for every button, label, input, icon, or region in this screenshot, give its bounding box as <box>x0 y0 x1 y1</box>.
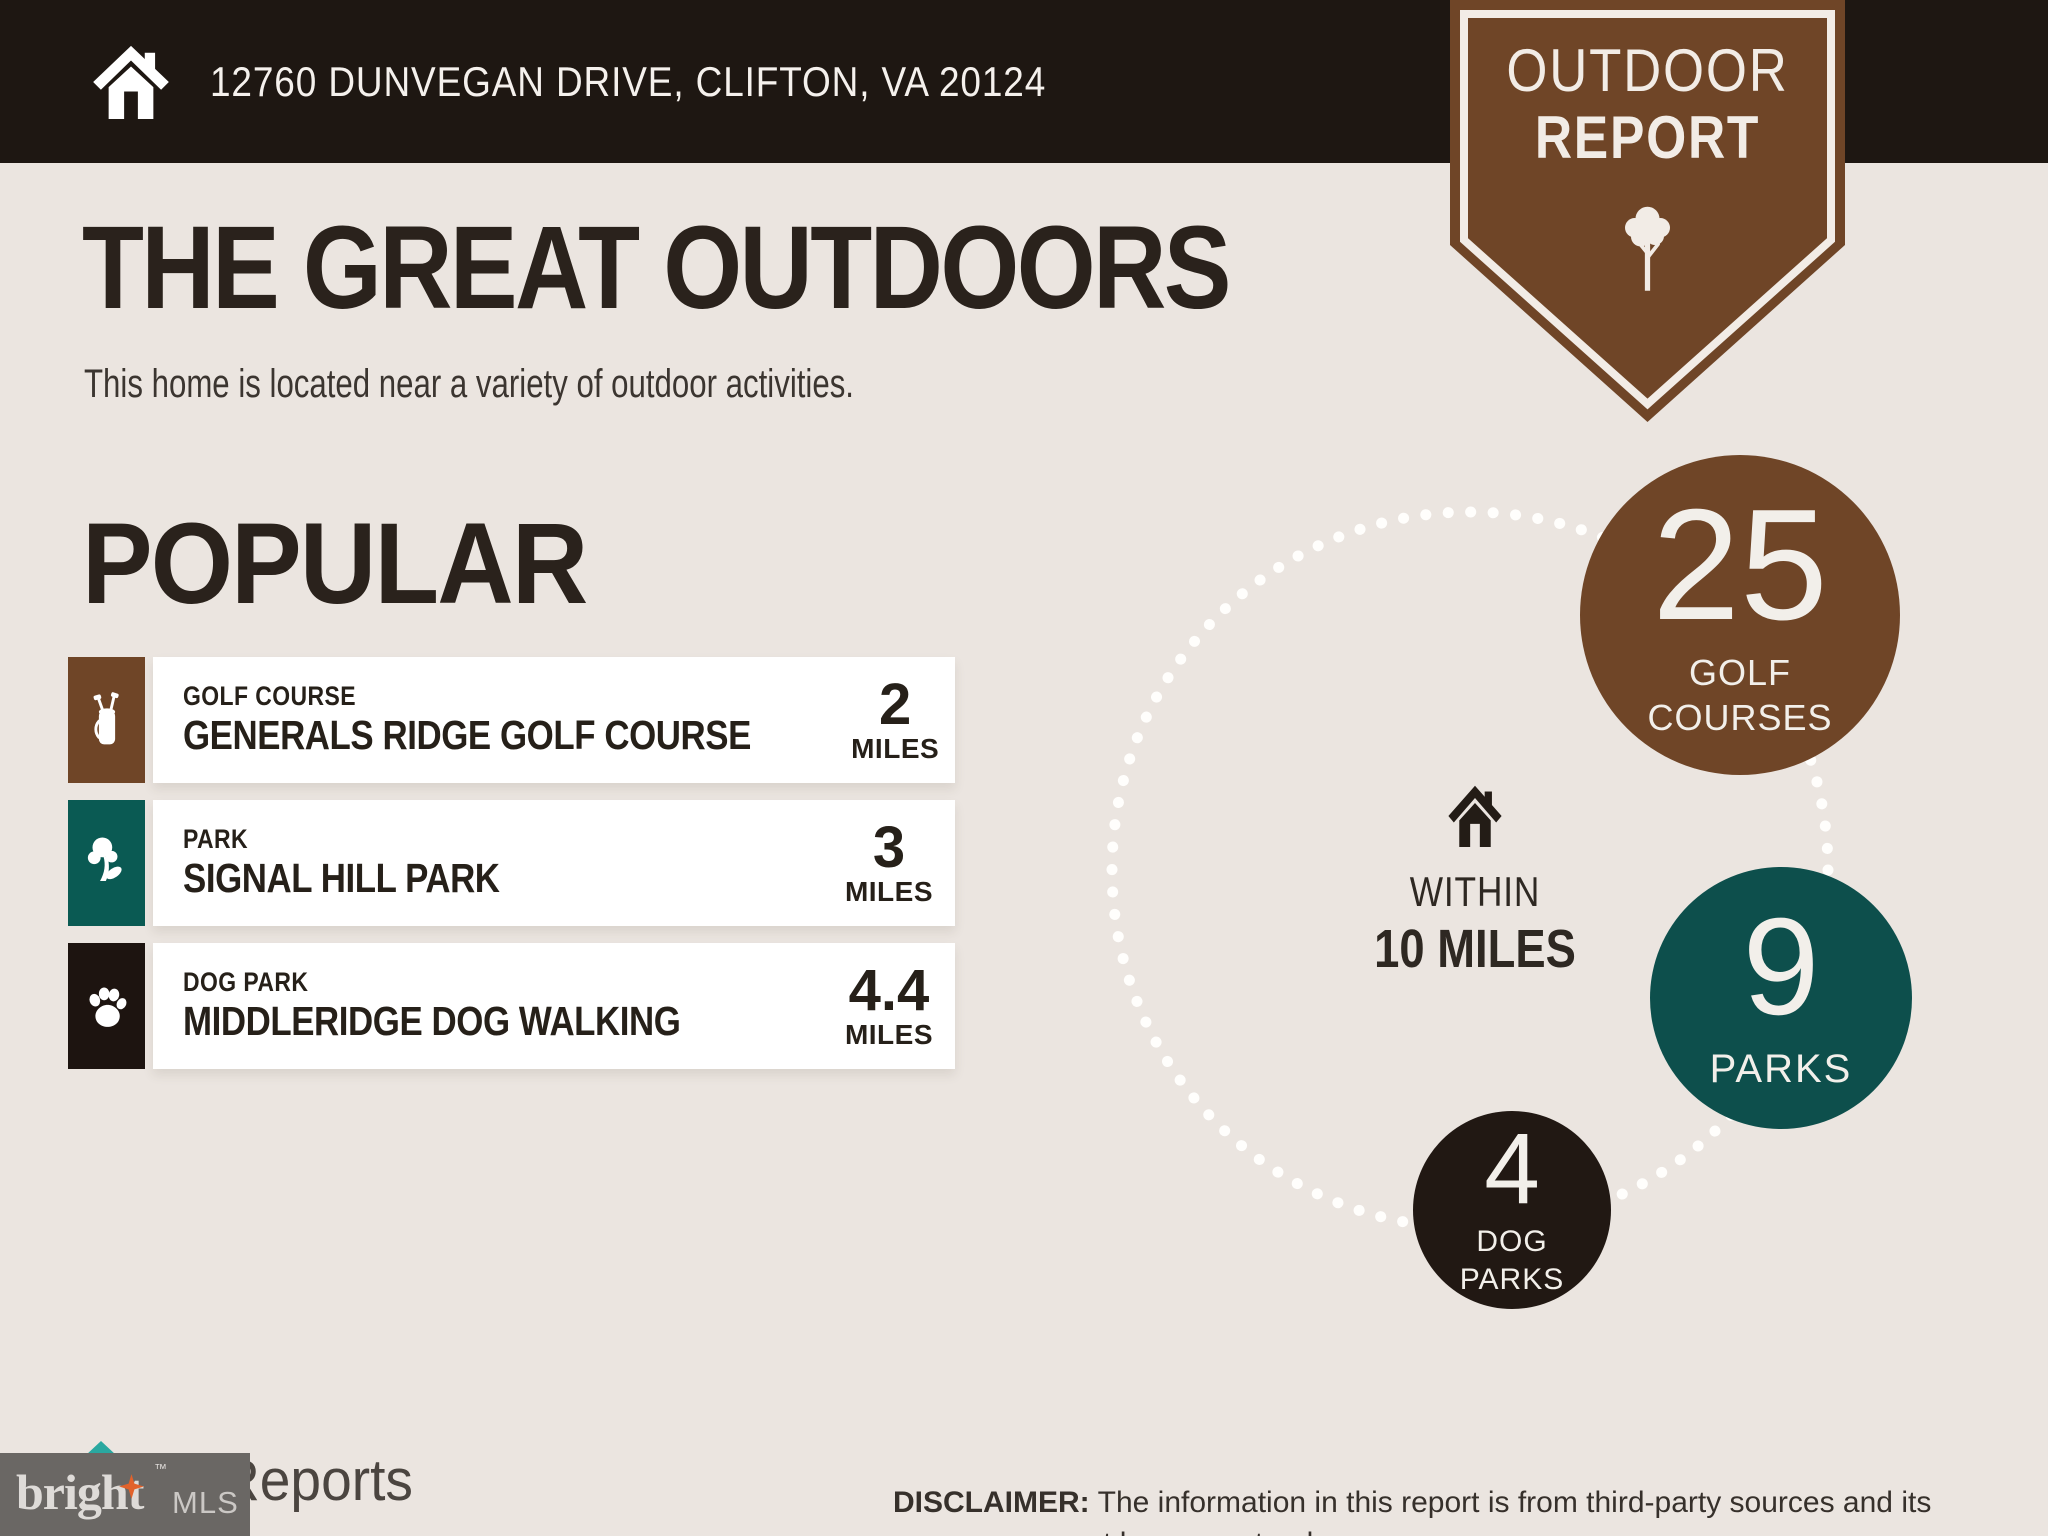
trademark-symbol: ™ <box>154 1461 167 1476</box>
bubble-value: 25 <box>1652 476 1828 653</box>
outdoor-report-badge: OUTDOOR REPORT <box>1450 0 1845 425</box>
list-item-golf-course: GOLF COURSE GENERALS RIDGE GOLF COURSE 2… <box>68 657 955 783</box>
item-icon-tile <box>68 657 145 783</box>
item-distance-unit: MILES <box>851 732 940 764</box>
disclaimer-text: The information in this report is from t… <box>893 1486 1932 1536</box>
mls-logo-text: MLS <box>172 1485 239 1520</box>
item-distance-value: 3 <box>872 814 906 880</box>
item-distance-value: 4.4 <box>848 957 930 1023</box>
bright-logo-text: bright <box>16 1464 144 1520</box>
item-distance-value: 2 <box>879 671 912 737</box>
tree-icon <box>1625 206 1670 291</box>
item-category: PARK <box>183 823 249 854</box>
page-subtitle: This home is located near a variety of o… <box>84 362 854 406</box>
star-icon <box>119 1474 144 1499</box>
disclaimer-label: DISCLAIMER: <box>893 1486 1090 1519</box>
home-icon <box>1448 785 1502 847</box>
badge-title-line2: REPORT <box>1534 104 1761 171</box>
home-icon <box>93 45 169 119</box>
within-radius-label: WITHIN 10 MILES <box>1353 780 1597 980</box>
badge-title-line1: OUTDOOR <box>1506 37 1789 104</box>
bubble-dog-parks: 4 DOG PARKS <box>1413 1111 1611 1309</box>
item-card: PARK SIGNAL HILL PARK 3 MILES <box>153 800 955 926</box>
bubble-value: 9 <box>1742 890 1820 1045</box>
bubble-label: GOLF COURSES <box>1647 652 1833 739</box>
within-label-line1: WITHIN <box>1409 868 1541 915</box>
item-distance-unit: MILES <box>844 1018 933 1050</box>
item-name: GENERALS RIDGE GOLF COURSE <box>183 711 751 758</box>
list-item-park: PARK SIGNAL HILL PARK 3 MILES <box>68 800 955 926</box>
item-category: DOG PARK <box>183 966 309 997</box>
bubble-label: DOG PARKS <box>1459 1225 1565 1296</box>
page-title: THE GREAT OUTDOORS <box>82 202 1231 334</box>
item-distance: 4.4 MILES <box>844 957 933 1051</box>
item-name: SIGNAL HILL PARK <box>183 854 500 901</box>
item-category: GOLF COURSE <box>183 680 356 711</box>
list-item-dog-park: DOG PARK MIDDLERIDGE DOG WALKING 4.4 MIL… <box>68 943 955 1069</box>
park-trees-icon <box>87 837 122 881</box>
bubble-value: 4 <box>1484 1113 1540 1225</box>
watermark-roof-icon <box>86 1441 116 1455</box>
item-distance-unit: MILES <box>844 875 933 907</box>
item-name: MIDDLERIDGE DOG WALKING <box>183 997 681 1044</box>
property-address: 12760 DUNVEGAN DRIVE, CLIFTON, VA 20124 <box>210 57 1047 105</box>
within-label-line2: 10 MILES <box>1374 919 1576 979</box>
item-distance: 3 MILES <box>844 814 933 908</box>
bubble-golf-courses: 25 GOLF COURSES <box>1580 455 1900 775</box>
popular-heading: POPULAR <box>82 500 588 628</box>
item-icon-tile <box>68 800 145 926</box>
brightmls-logo-box: bright ™ MLS <box>0 1453 250 1536</box>
disclaimer: DISCLAIMER: The information in this repor… <box>893 1482 2048 1536</box>
paw-icon <box>88 987 126 1027</box>
item-card: DOG PARK MIDDLERIDGE DOG WALKING 4.4 MIL… <box>153 943 955 1069</box>
bubble-label: PARKS <box>1709 1046 1853 1091</box>
item-distance: 2 MILES <box>851 671 940 765</box>
golf-bag-icon <box>93 692 119 745</box>
watermark-reports: Reports <box>220 1448 413 1513</box>
item-card: GOLF COURSE GENERALS RIDGE GOLF COURSE 2… <box>153 657 955 783</box>
bubble-parks: 9 PARKS <box>1650 867 1912 1129</box>
item-icon-tile <box>68 943 145 1069</box>
